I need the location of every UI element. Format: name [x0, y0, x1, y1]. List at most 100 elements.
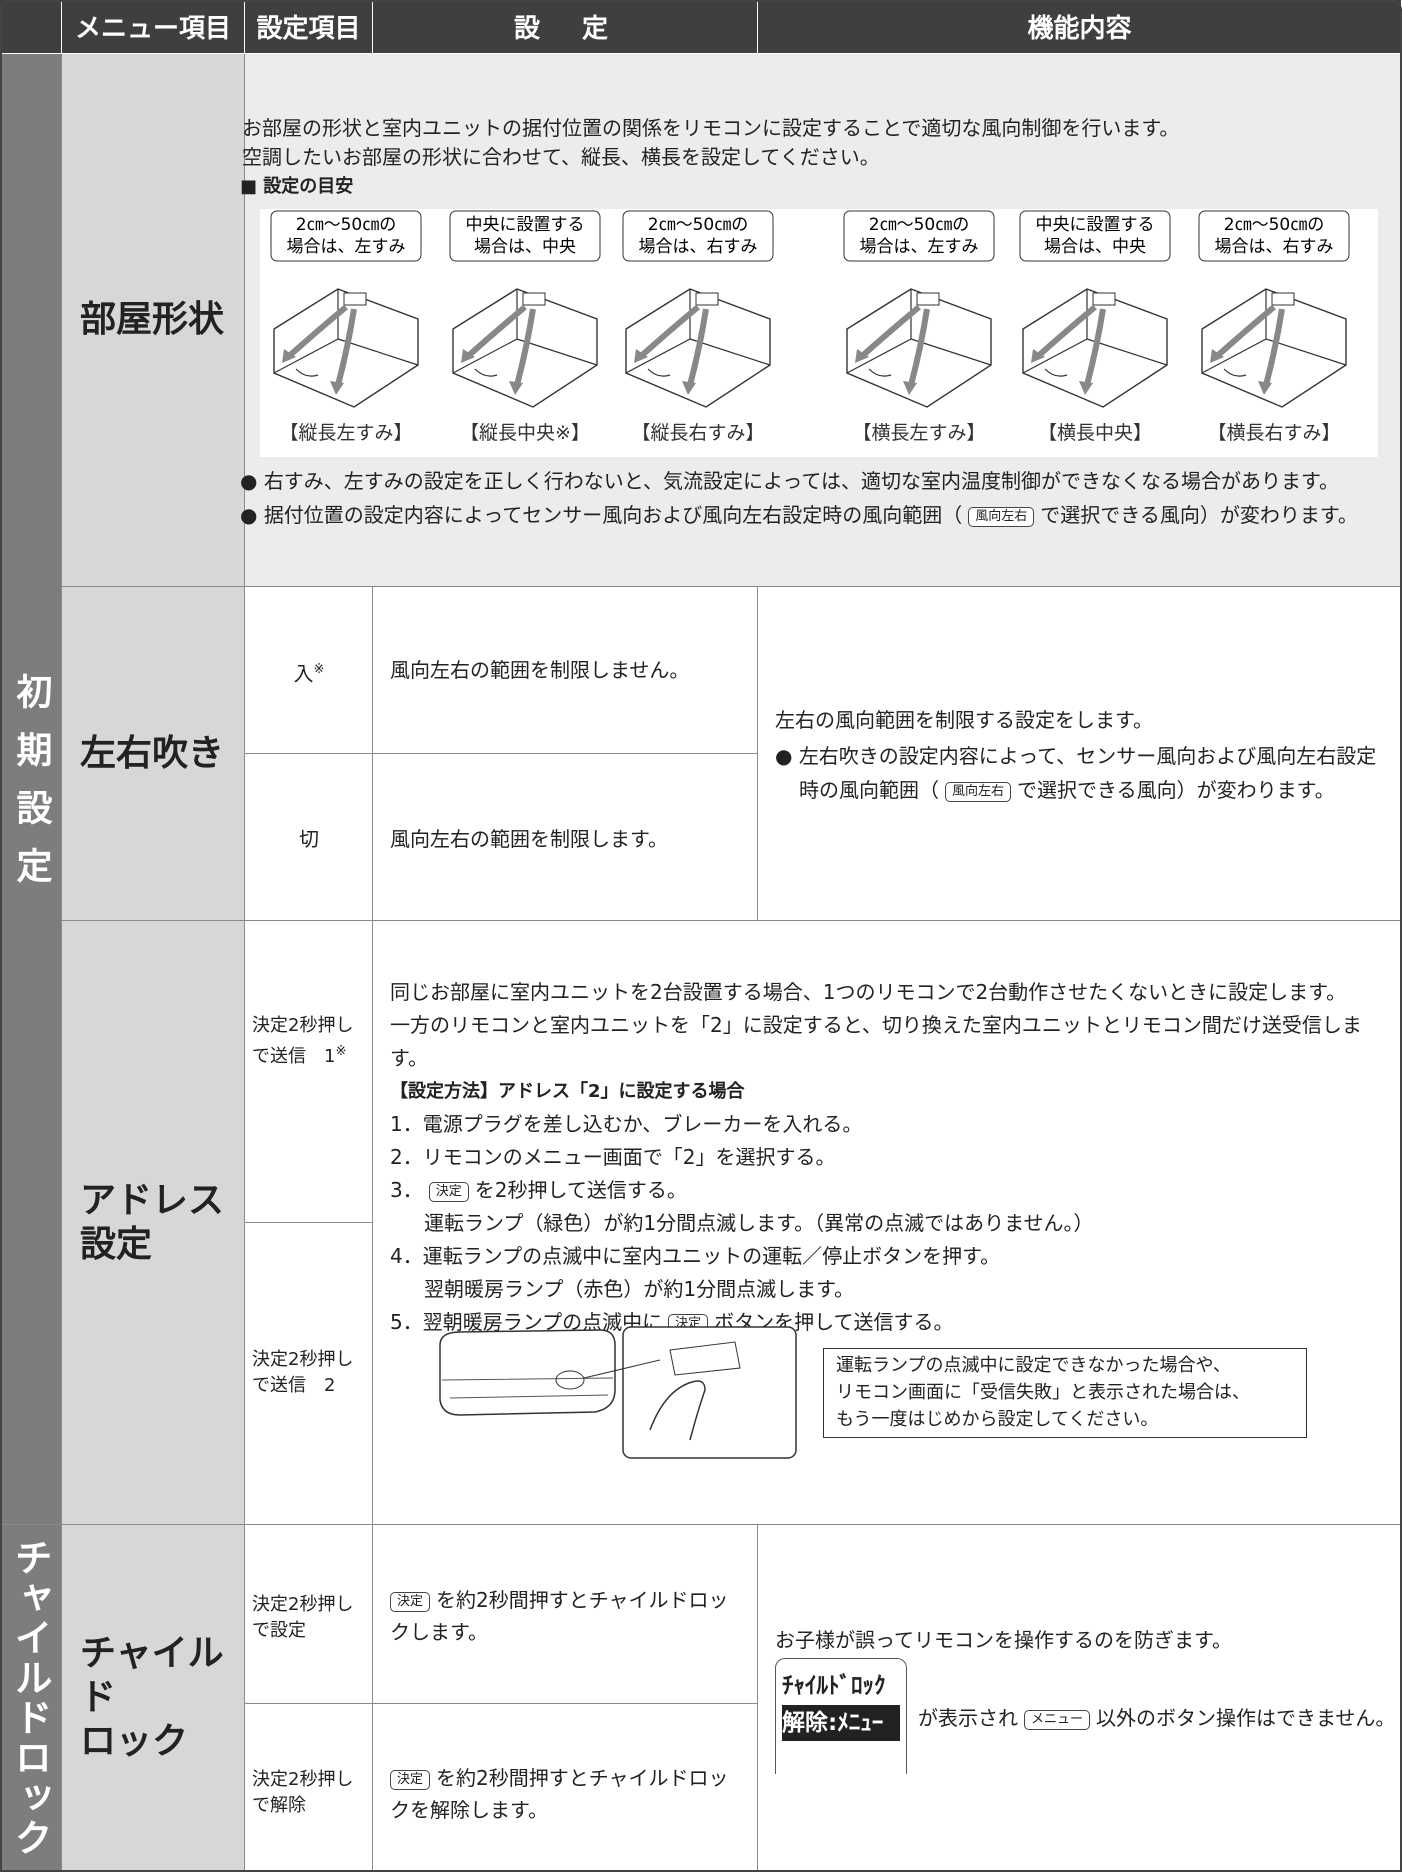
diagram-background	[260, 209, 1378, 457]
callout-text: 場合は、中央	[1044, 237, 1146, 257]
diagram: 2㎝〜50㎝の 場合は、右すみ 【縦長右すみ】	[622, 210, 774, 444]
diagram-caption: 【横長中央】	[1038, 422, 1152, 444]
diagram-caption: 【縦長左すみ】	[279, 422, 412, 444]
diagram-caption: 【縦長右すみ】	[631, 422, 764, 444]
menu-address: アドレス 設定	[62, 921, 245, 1525]
diagram: 2㎝〜50㎝の 場合は、左すみ 【縦長左すみ】	[270, 210, 422, 444]
callout-text: 2㎝〜50㎝の	[1224, 215, 1324, 235]
step-text: 翌朝暖房ランプの点滅中に	[422, 1310, 663, 1334]
method-title: 【設定方法】アドレス「2」に設定する場合	[390, 1081, 745, 1102]
text: 以外のボタン操作はできません。	[1096, 1706, 1396, 1730]
bullet: ●	[240, 469, 258, 493]
step-sub: 運転ランプ（緑色）が約1分間点滅します。（異常の点滅ではありません。）	[424, 1211, 1094, 1235]
option-text: 入	[293, 661, 314, 686]
callout-text: 場合は、右すみ	[1215, 237, 1334, 257]
step-num: 4．	[390, 1244, 423, 1268]
intro-line: 一方のリモコンと室内ユニットを「2」に設定すると、切り換えた室内ユニットとリモコ…	[390, 1013, 1362, 1070]
menu-label: 部屋形状	[80, 299, 225, 340]
group-child: チャイルドロック	[0, 1525, 62, 1872]
header-setting: 設 定	[373, 0, 758, 54]
menu-room-shape: 部屋形状	[62, 54, 245, 587]
notice-box: 運転ランプの点滅中に設定できなかった場合や、 リモコン画面に「受信失敗」と表示さ…	[823, 1348, 1307, 1438]
callout-box	[270, 210, 422, 262]
header-setting-item: 設定項目	[245, 0, 373, 54]
lcd-display: ﾁｬｲﾙﾄﾞﾛｯｸ 解除:ﾒﾆｭｰ	[775, 1658, 907, 1774]
button-icon: 決定	[390, 1592, 431, 1612]
bullet: ●	[240, 503, 258, 527]
callout-text: 2㎝〜50㎝の	[296, 215, 396, 235]
guide-title: ■ 設定の目安	[240, 176, 354, 197]
address-content: 同じお部屋に室内ユニットを2台設置する場合、1つのリモコンで2台動作させたくない…	[390, 976, 1395, 1339]
header-function: 機能内容	[758, 0, 1402, 54]
description-text: を約2秒間押すとチャイルドロックします。	[390, 1588, 729, 1644]
option-description: 決定 を約2秒間押すとチャイルドロックします。	[390, 1584, 740, 1648]
function-lead: お子様が誤ってリモコンを操作するのを防ぎます。	[775, 1628, 1232, 1652]
header-cell	[0, 0, 62, 54]
menu-child-lock: チャイルド ロック	[62, 1525, 245, 1872]
menu-label: 左右吹き	[80, 732, 225, 774]
note-text: 据付位置の設定内容によってセンサー風向および風向左右設定時の風向範囲（	[263, 503, 963, 527]
button-icon: 決定	[428, 1182, 469, 1202]
menu-label: アドレス	[80, 1179, 225, 1221]
intro-line: 同じお部屋に室内ユニットを2台設置する場合、1つのリモコンで2台動作させたくない…	[390, 980, 1347, 1004]
group-initial: 初期設定	[0, 54, 62, 1525]
step: 1．電源プラグを差し込むか、ブレーカーを入れる。	[390, 1108, 1395, 1141]
callout-text: 中央に設置する	[1036, 215, 1155, 235]
callout-box	[622, 210, 774, 262]
step-num: 5．	[390, 1310, 423, 1334]
button-icon: 風向左右	[968, 507, 1035, 527]
notice-line: 運転ランプの点滅中に設定できなかった場合や、	[836, 1355, 1231, 1376]
step-text: 運転ランプの点滅中に室内ユニットの運転／停止ボタンを押す。	[422, 1244, 1001, 1268]
function-text: が表示され メニュー 以外のボタン操作はできません。	[918, 1703, 1395, 1733]
note: ● 据付位置の設定内容によってセンサー風向および風向左右設定時の風向範囲（ 風向左…	[240, 500, 1358, 530]
note-text: で選択できる風向）が変わります。	[1040, 503, 1358, 527]
option-label: 決定2秒押しで設定	[252, 1594, 354, 1641]
step-text: 電源プラグを差し込むか、ブレーカーを入れる。	[422, 1112, 863, 1136]
bullet: ●	[775, 744, 793, 768]
room-diagrams: 2㎝〜50㎝の 場合は、左すみ 【縦長左すみ】 中央に設置する 場合は、中央 【…	[260, 209, 1378, 457]
option-mark: ※	[335, 1044, 347, 1059]
callout-box	[1019, 210, 1171, 262]
cell	[373, 587, 758, 754]
option-mark: ※	[313, 662, 325, 677]
option-label: 切	[299, 827, 319, 851]
cell	[245, 1525, 373, 1704]
callout-text: 場合は、中央	[474, 237, 576, 257]
cell	[245, 921, 373, 1223]
option-text: 決定2秒押しで送信 1	[252, 1015, 354, 1067]
unit-illustration	[439, 1326, 797, 1459]
cell	[245, 754, 373, 921]
text: が表示され	[918, 1706, 1018, 1730]
step-text: を2秒押して送信する。	[474, 1178, 687, 1202]
option-label: 入※	[245, 655, 373, 689]
notice-line: リモコン画面に「受信失敗」と表示された場合は、	[836, 1382, 1250, 1403]
step-num: 3．	[390, 1178, 423, 1202]
callout-box	[843, 210, 995, 262]
lcd-line: ﾁｬｲﾙﾄﾞﾛｯｸ	[782, 1673, 886, 1699]
option-description: 風向左右の範囲を制限しません。	[390, 658, 690, 682]
note: ● 右すみ、左すみの設定を正しく行わないと、気流設定によっては、適切な室内温度制…	[240, 466, 1339, 496]
step-num: 1．	[390, 1112, 423, 1136]
step: 4．運転ランプの点滅中に室内ユニットの運転／停止ボタンを押す。	[390, 1240, 1395, 1273]
button-icon: 決定	[390, 1770, 431, 1790]
callout-text: 場合は、左すみ	[287, 237, 406, 257]
step-num: 2．	[390, 1145, 423, 1169]
cell	[245, 1223, 373, 1525]
function-note: ● 左右吹きの設定内容によって、センサー風向および風向左右設定時の風向範囲（ 風向…	[775, 739, 1385, 807]
callout-text: 場合は、右すみ	[639, 237, 758, 257]
step: 3． 決定 を2秒押して送信する。	[390, 1174, 1395, 1207]
lcd-line: 解除:ﾒﾆｭｰ	[782, 1705, 900, 1741]
callout-text: 中央に設置する	[466, 215, 585, 235]
intro-line: お部屋の形状と室内ユニットの据付位置の関係をリモコンに設定することで適切な風向制…	[242, 116, 1180, 140]
option-description: 風向左右の範囲を制限します。	[390, 827, 668, 851]
description-text: を約2秒間押すとチャイルドロックを解除します。	[390, 1766, 729, 1822]
diagram-caption: 【横長右すみ】	[1207, 422, 1340, 444]
callout-box	[449, 210, 601, 262]
button-icon: メニュー	[1024, 1710, 1091, 1730]
menu-swing: 左右吹き	[62, 587, 245, 921]
option-label: 決定2秒押しで解除	[252, 1769, 354, 1816]
button-icon: 風向左右	[945, 782, 1012, 802]
note-text: で選択できる風向）が変わります。	[1017, 778, 1335, 802]
notice-line: もう一度はじめから設定してください。	[836, 1409, 1159, 1430]
